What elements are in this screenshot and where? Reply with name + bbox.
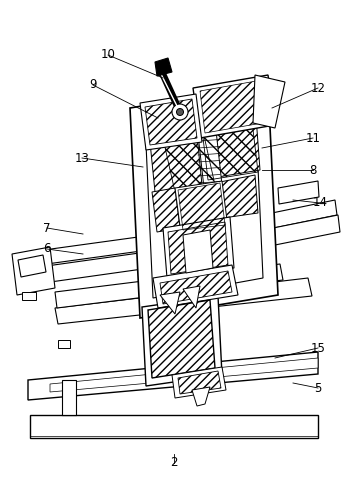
- Polygon shape: [58, 340, 70, 348]
- Polygon shape: [30, 415, 318, 438]
- Text: 10: 10: [101, 49, 116, 62]
- Polygon shape: [55, 278, 312, 324]
- Text: 11: 11: [306, 132, 321, 145]
- Circle shape: [176, 108, 183, 116]
- Polygon shape: [152, 188, 180, 232]
- Polygon shape: [12, 247, 55, 295]
- Polygon shape: [148, 300, 215, 378]
- Polygon shape: [192, 387, 210, 406]
- Circle shape: [172, 104, 188, 120]
- Polygon shape: [163, 217, 234, 278]
- Polygon shape: [50, 358, 318, 392]
- Polygon shape: [130, 85, 278, 318]
- Text: 14: 14: [313, 197, 327, 210]
- Polygon shape: [160, 271, 232, 304]
- Polygon shape: [18, 255, 46, 277]
- Text: 9: 9: [89, 79, 97, 92]
- Polygon shape: [160, 292, 180, 314]
- Polygon shape: [253, 75, 285, 128]
- Polygon shape: [183, 286, 200, 308]
- Polygon shape: [278, 181, 319, 204]
- Polygon shape: [22, 234, 163, 267]
- Polygon shape: [196, 112, 222, 188]
- Polygon shape: [145, 101, 263, 298]
- Polygon shape: [155, 58, 172, 76]
- Polygon shape: [18, 248, 178, 286]
- Text: 7: 7: [43, 222, 51, 235]
- Polygon shape: [55, 264, 283, 308]
- Polygon shape: [142, 296, 222, 386]
- Text: 2: 2: [170, 456, 178, 469]
- Text: 5: 5: [314, 381, 322, 394]
- Polygon shape: [140, 94, 202, 150]
- Polygon shape: [238, 200, 337, 235]
- Polygon shape: [213, 103, 260, 177]
- Polygon shape: [153, 265, 238, 308]
- Polygon shape: [28, 352, 318, 400]
- Text: 15: 15: [310, 342, 325, 354]
- Polygon shape: [238, 215, 340, 252]
- Polygon shape: [193, 75, 275, 138]
- Text: 6: 6: [43, 242, 51, 255]
- Polygon shape: [175, 181, 228, 234]
- Polygon shape: [148, 115, 202, 192]
- Text: 8: 8: [309, 163, 317, 176]
- Polygon shape: [62, 380, 76, 415]
- Polygon shape: [22, 292, 36, 300]
- Polygon shape: [183, 230, 213, 273]
- Polygon shape: [172, 367, 226, 398]
- Text: 12: 12: [310, 81, 325, 94]
- Polygon shape: [220, 175, 258, 218]
- Text: 13: 13: [74, 151, 89, 164]
